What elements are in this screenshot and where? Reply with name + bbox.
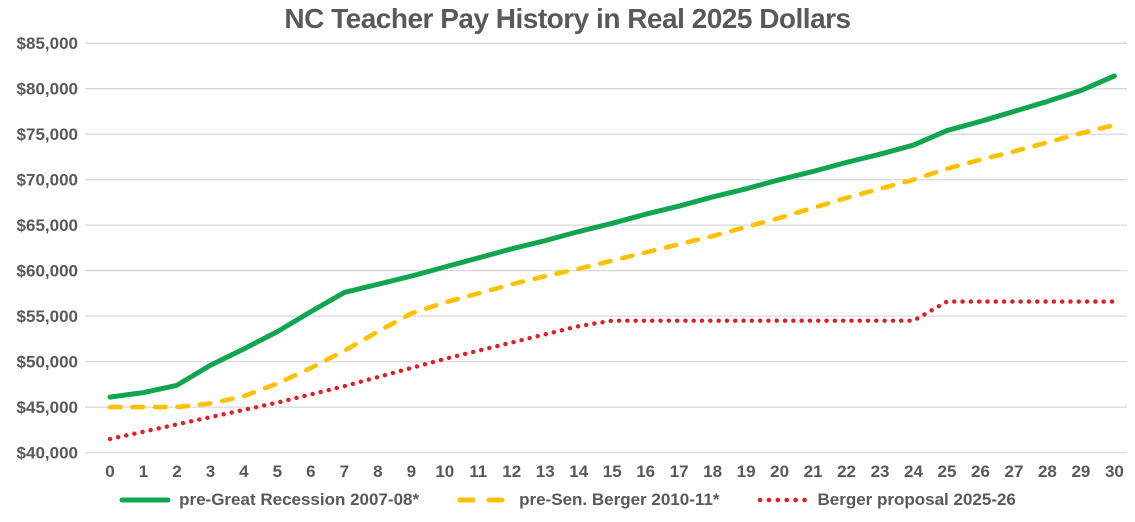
x-tick-label: 16 bbox=[636, 462, 655, 481]
y-tick-label: $85,000 bbox=[17, 34, 78, 53]
x-tick-label: 11 bbox=[469, 462, 487, 481]
x-tick-label: 28 bbox=[1038, 462, 1057, 481]
x-tick-label: 8 bbox=[373, 462, 382, 481]
x-tick-label: 6 bbox=[306, 462, 315, 481]
y-tick-label: $40,000 bbox=[17, 444, 78, 463]
x-tick-label: 0 bbox=[105, 462, 114, 481]
x-tick-label: 22 bbox=[837, 462, 856, 481]
chart-title: NC Teacher Pay History in Real 2025 Doll… bbox=[284, 3, 851, 34]
x-tick-label: 2 bbox=[172, 462, 181, 481]
x-tick-label: 19 bbox=[737, 462, 756, 481]
y-tick-label: $60,000 bbox=[17, 262, 78, 281]
y-tick-label: $50,000 bbox=[17, 353, 78, 372]
x-tick-label: 17 bbox=[670, 462, 689, 481]
x-tick-label: 24 bbox=[904, 462, 923, 481]
x-tick-label: 18 bbox=[703, 462, 722, 481]
legend-item-pre-sen-berger: pre-Sen. Berger 2010-11* bbox=[457, 490, 719, 510]
x-tick-label: 26 bbox=[971, 462, 990, 481]
x-tick-label: 15 bbox=[603, 462, 622, 481]
series-line-2 bbox=[107, 299, 1117, 442]
legend-swatch-solid-line bbox=[119, 497, 171, 503]
x-tick-label: 1 bbox=[139, 462, 148, 481]
x-tick-label: 21 bbox=[804, 462, 823, 481]
legend-label-pre-great-recession: pre-Great Recession 2007-08* bbox=[179, 490, 420, 509]
x-tick-label: 23 bbox=[871, 462, 890, 481]
y-tick-label: $65,000 bbox=[17, 216, 78, 235]
x-tick-label: 14 bbox=[569, 462, 588, 481]
legend-swatch-dotted-line bbox=[758, 497, 809, 503]
x-tick-label: 5 bbox=[273, 462, 282, 481]
y-tick-label: $70,000 bbox=[17, 171, 78, 190]
x-tick-label: 10 bbox=[435, 462, 454, 481]
legend-label-berger-proposal: Berger proposal 2025-26 bbox=[817, 490, 1016, 509]
x-tick-label: 29 bbox=[1071, 462, 1090, 481]
legend-swatch-dashed-line bbox=[457, 497, 511, 503]
x-tick-label: 30 bbox=[1105, 462, 1124, 481]
x-tick-label: 27 bbox=[1004, 462, 1023, 481]
legend-item-berger-proposal: Berger proposal 2025-26 bbox=[757, 490, 1016, 510]
y-tick-label: $80,000 bbox=[17, 80, 78, 99]
x-tick-label: 9 bbox=[407, 462, 416, 481]
x-tick-label: 20 bbox=[770, 462, 789, 481]
y-tick-label: $75,000 bbox=[17, 125, 78, 144]
y-tick-label: $45,000 bbox=[17, 398, 78, 417]
series-line-0 bbox=[107, 73, 1117, 400]
series-line-1 bbox=[107, 122, 1117, 410]
y-tick-label: $55,000 bbox=[17, 307, 78, 326]
x-tick-label: 12 bbox=[502, 462, 521, 481]
legend-label-pre-sen-berger: pre-Sen. Berger 2010-11* bbox=[519, 490, 720, 509]
x-tick-label: 7 bbox=[340, 462, 349, 481]
x-tick-label: 25 bbox=[938, 462, 957, 481]
legend: pre-Great Recession 2007-08* pre-Sen. Be… bbox=[0, 490, 1135, 510]
legend-item-pre-great-recession: pre-Great Recession 2007-08* bbox=[119, 490, 419, 510]
x-tick-label: 13 bbox=[536, 462, 555, 481]
x-tick-label: 4 bbox=[239, 462, 249, 481]
x-tick-label: 3 bbox=[206, 462, 215, 481]
